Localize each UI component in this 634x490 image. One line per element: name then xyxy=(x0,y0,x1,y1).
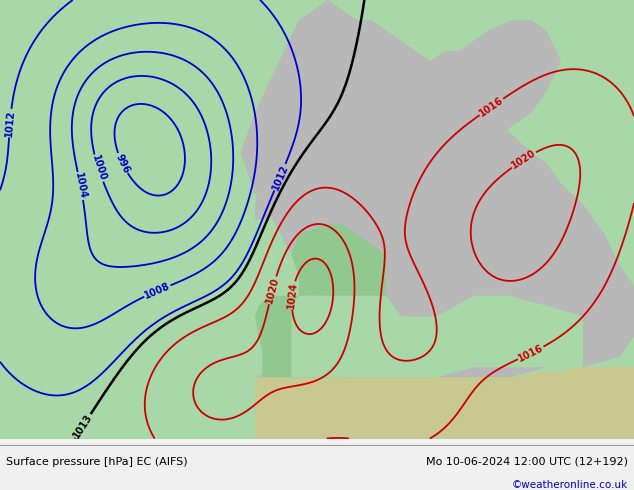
Text: 1016: 1016 xyxy=(477,95,505,119)
Text: Mo 10-06-2024 12:00 UTC (12+192): Mo 10-06-2024 12:00 UTC (12+192) xyxy=(425,457,628,466)
Text: 1012: 1012 xyxy=(270,163,290,192)
Text: 1020: 1020 xyxy=(510,148,538,171)
Text: 1004: 1004 xyxy=(73,172,88,200)
Text: 1020: 1020 xyxy=(264,276,281,305)
Polygon shape xyxy=(292,296,583,377)
Text: 1012: 1012 xyxy=(4,109,16,137)
Text: Surface pressure [hPa] EC (AIFS): Surface pressure [hPa] EC (AIFS) xyxy=(6,457,188,466)
Text: 1016: 1016 xyxy=(517,343,545,364)
Text: 1013: 1013 xyxy=(72,412,94,440)
Polygon shape xyxy=(255,296,353,377)
Text: 1000: 1000 xyxy=(89,154,107,183)
Polygon shape xyxy=(255,367,634,439)
Polygon shape xyxy=(255,178,284,220)
Text: 996: 996 xyxy=(113,152,131,174)
Text: 1024: 1024 xyxy=(286,281,299,309)
Text: 1008: 1008 xyxy=(143,281,172,301)
Polygon shape xyxy=(240,0,634,377)
Text: ©weatheronline.co.uk: ©weatheronline.co.uk xyxy=(512,480,628,490)
Polygon shape xyxy=(292,224,386,296)
Polygon shape xyxy=(255,0,561,173)
Polygon shape xyxy=(281,148,341,235)
